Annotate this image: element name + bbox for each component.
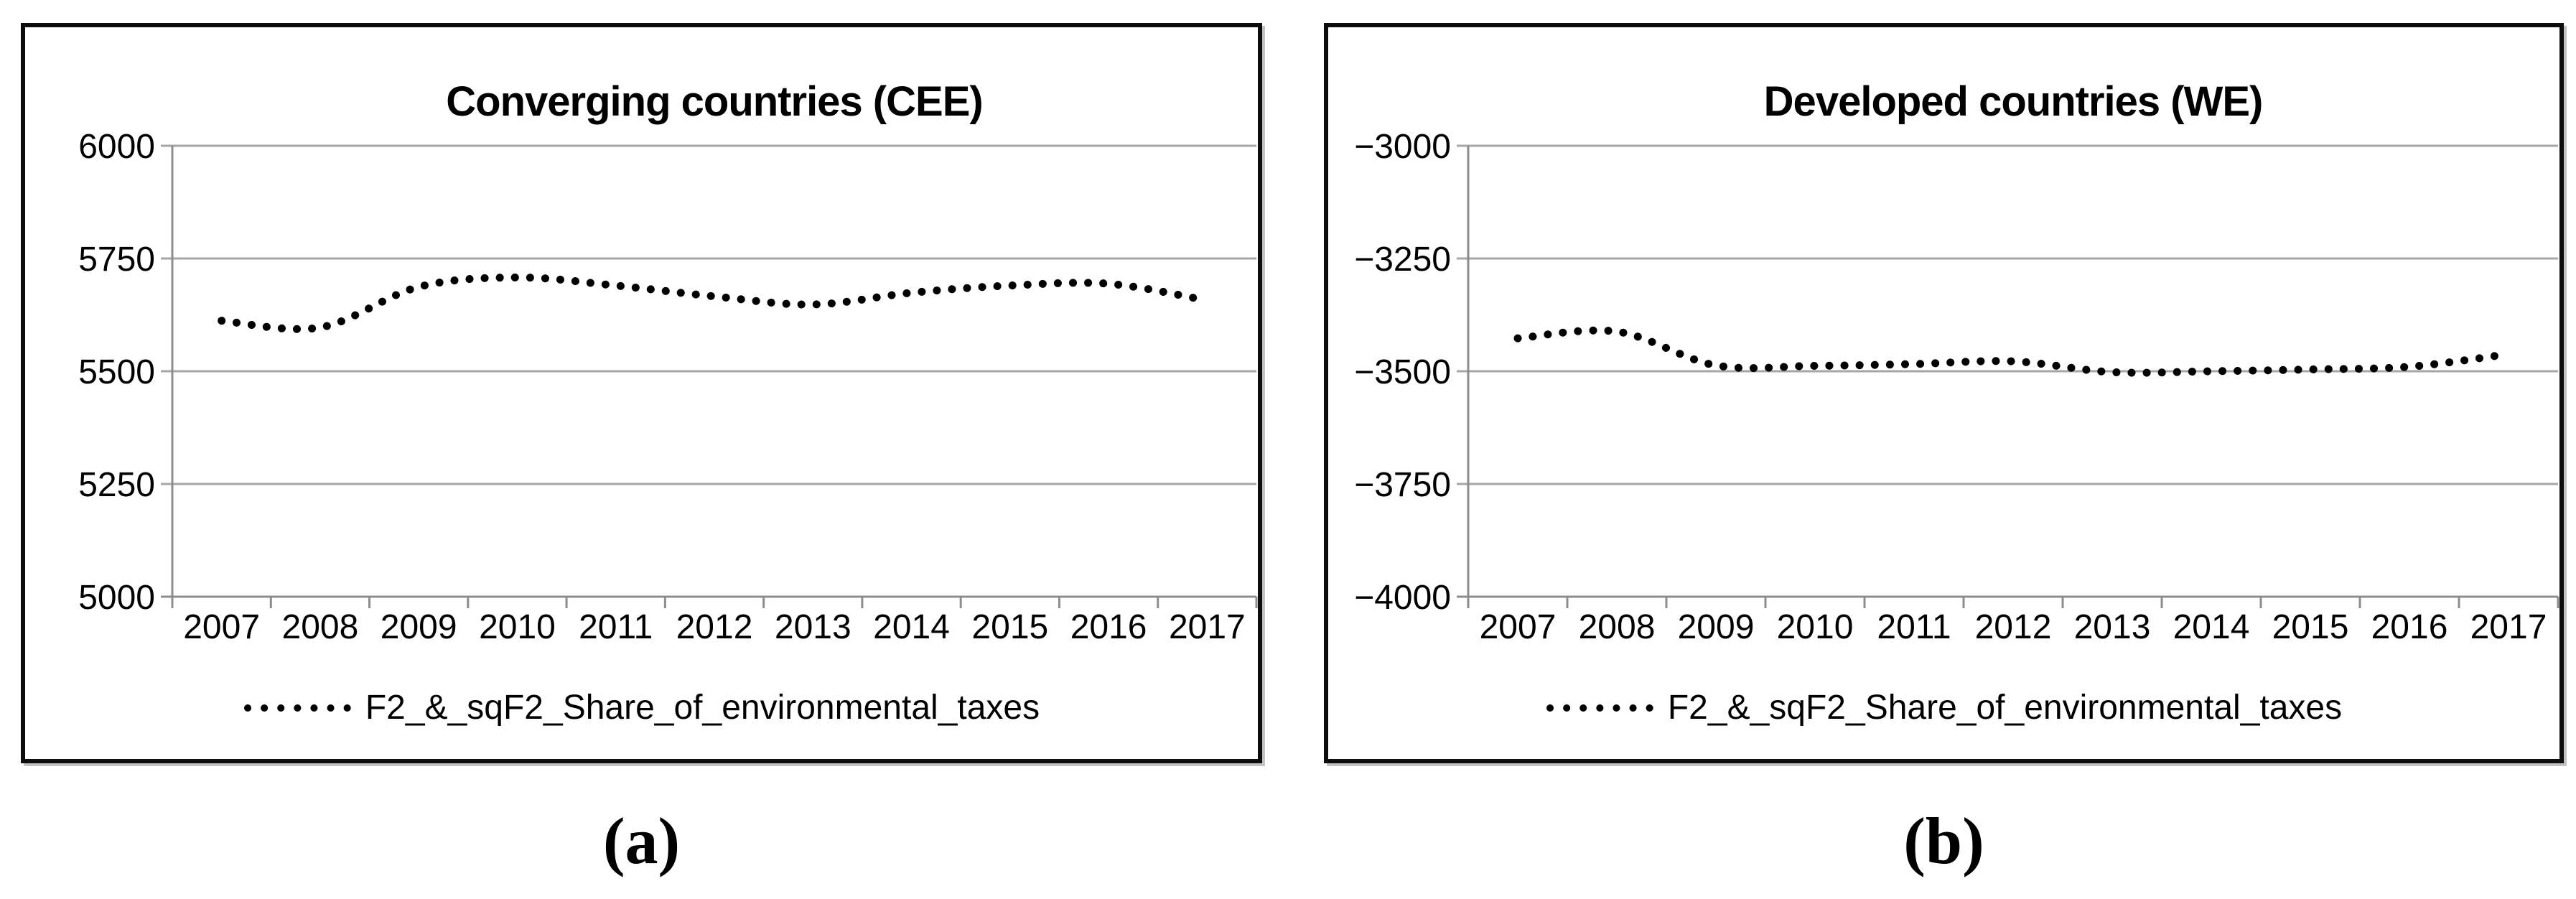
x-axis-tick-label: 2012 bbox=[1975, 608, 2052, 646]
subfigure-label-b: (b) bbox=[1903, 804, 1984, 877]
y-axis-tick-label: 5750 bbox=[78, 241, 155, 279]
x-axis-tick-label: 2008 bbox=[282, 608, 359, 646]
x-axis-tick-label: 2010 bbox=[479, 608, 556, 646]
y-axis-tick-label: 6000 bbox=[78, 128, 155, 166]
y-axis-tick-label: −3250 bbox=[1354, 241, 1451, 279]
chart-panel-we: Developed countries (WE) −3000 −3250 −3500… bbox=[1324, 23, 2564, 763]
x-axis-tick-label: 2017 bbox=[2470, 608, 2547, 646]
x-axis-tick-label: 2007 bbox=[1480, 608, 1557, 646]
x-axis-tick-label: 2015 bbox=[2272, 608, 2349, 646]
y-axis-tick-label: −3750 bbox=[1354, 466, 1451, 504]
legend-cee: F2_&_sqF2_Share_of_environmental_taxes bbox=[25, 688, 1258, 727]
x-axis-tick-label: 2013 bbox=[775, 608, 851, 646]
x-axis-tick-label: 2015 bbox=[971, 608, 1048, 646]
x-axis-tick-label: 2010 bbox=[1777, 608, 1854, 646]
x-axis-tick-label: 2008 bbox=[1579, 608, 1656, 646]
chart-title-cee: Converging countries (CEE) bbox=[446, 78, 983, 125]
subfigure-label-a: (a) bbox=[602, 804, 681, 877]
x-axis-tick-label: 2014 bbox=[2173, 608, 2250, 646]
dotted-line-legend-marker bbox=[1546, 704, 1653, 712]
x-axis-tick-label: 2014 bbox=[873, 608, 950, 646]
chart-title-we: Developed countries (WE) bbox=[1763, 78, 2264, 125]
series-dotted-line bbox=[1513, 326, 2513, 377]
x-axis-tick-label: 2011 bbox=[579, 608, 653, 646]
legend-label: F2_&_sqF2_Share_of_environmental_taxes bbox=[365, 689, 1040, 727]
x-axis-tick-label: 2007 bbox=[183, 608, 260, 646]
x-axis-tick-label: 2016 bbox=[2371, 608, 2448, 646]
legend-label: F2_&_sqF2_Share_of_environmental_taxes bbox=[1667, 689, 2343, 727]
x-axis-tick-label: 2016 bbox=[1070, 608, 1147, 646]
x-axis-tick-label: 2011 bbox=[1877, 608, 1951, 646]
y-axis-tick-label: 5250 bbox=[78, 466, 155, 504]
plot-area-we: −3000 −3250 −3500 −3750 −4000 2007 2008 2009 201… bbox=[1354, 128, 2559, 646]
x-axis-tick-label: 2012 bbox=[676, 608, 753, 646]
y-axis-tick-label: −4000 bbox=[1354, 579, 1451, 617]
x-axis-tick-label: 2009 bbox=[381, 608, 457, 646]
x-axis-tick-label: 2013 bbox=[2074, 608, 2151, 646]
y-axis-tick-label: 5000 bbox=[78, 579, 155, 617]
dotted-line-legend-marker bbox=[243, 704, 351, 712]
y-axis-tick-label: −3500 bbox=[1354, 353, 1451, 391]
x-axis-tick-label: 2017 bbox=[1169, 608, 1246, 646]
chart-panel-cee: Converging countries (CEE) 6000 5750 5500 5… bbox=[21, 23, 1262, 763]
y-axis-tick-label: 5500 bbox=[78, 353, 155, 391]
legend-we: F2_&_sqF2_Share_of_environmental_taxes bbox=[1328, 688, 2559, 727]
x-axis-tick-label: 2009 bbox=[1678, 608, 1755, 646]
y-axis-tick-label: −3000 bbox=[1354, 128, 1451, 166]
plot-area-cee: 6000 5750 5500 5250 5000 2007 2008 2009 2010 2011… bbox=[78, 128, 1258, 646]
series-dotted-line bbox=[218, 273, 1211, 333]
